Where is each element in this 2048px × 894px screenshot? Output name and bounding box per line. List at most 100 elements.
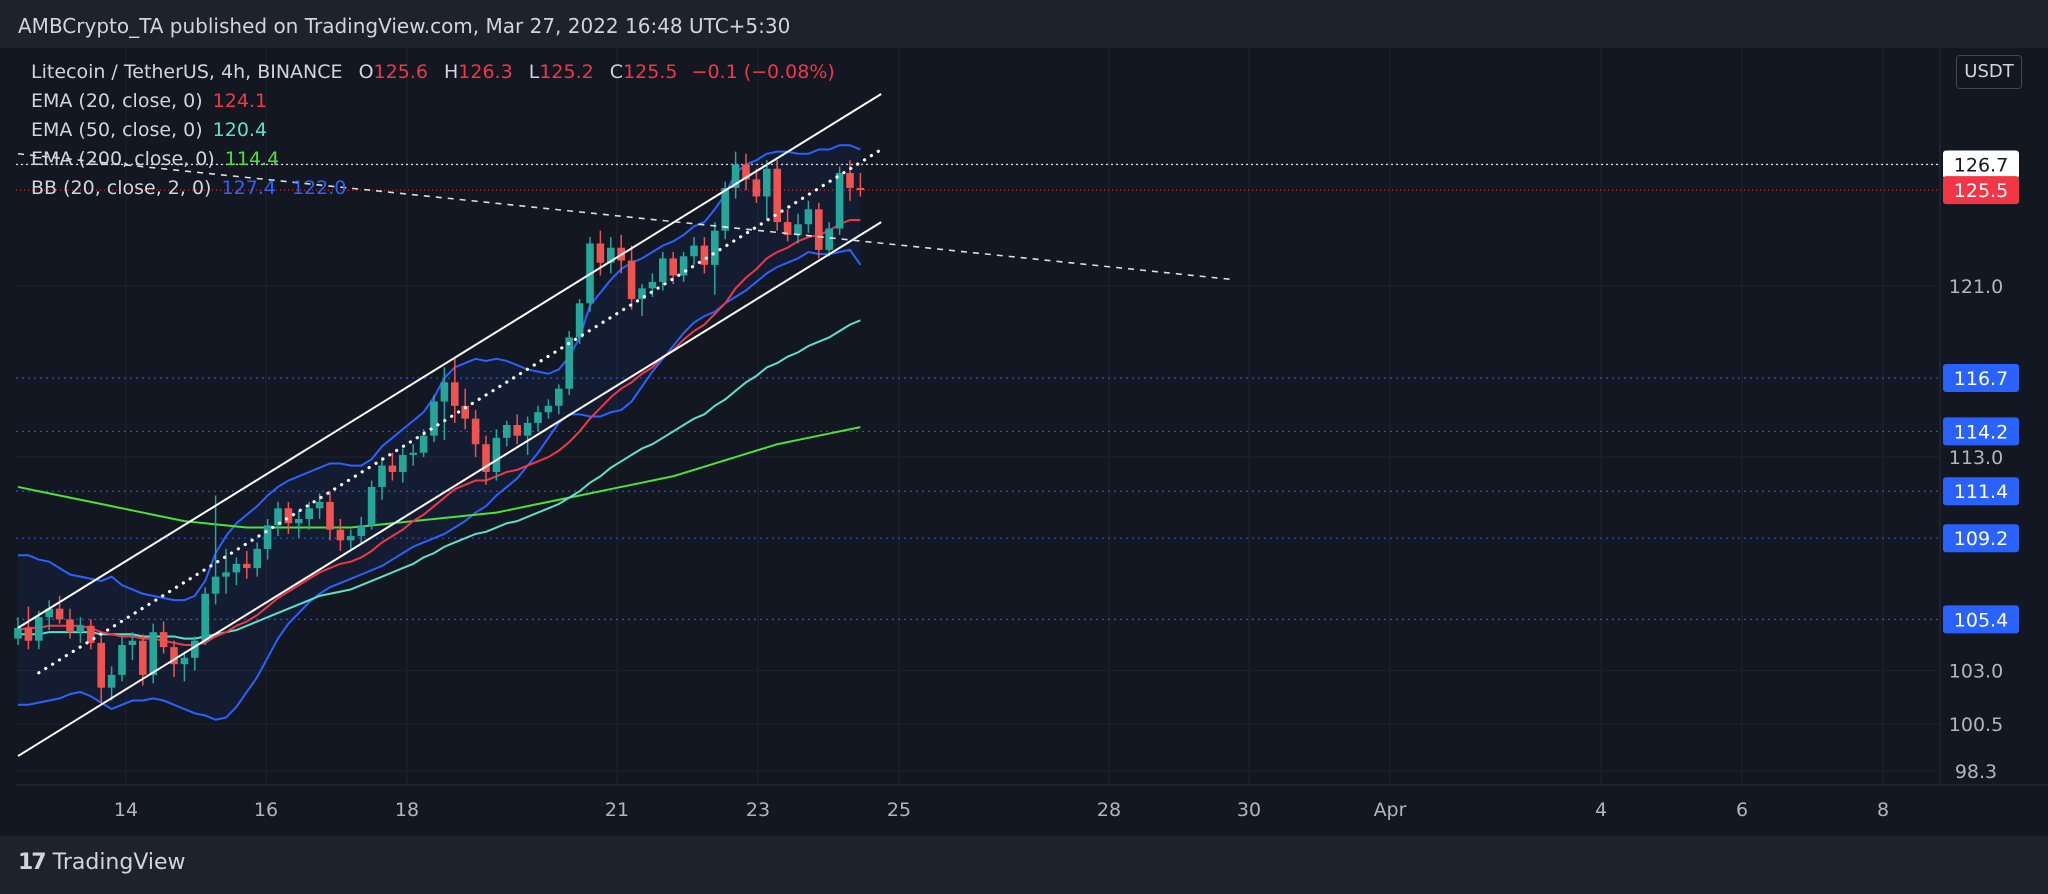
candle-body [544, 405, 553, 413]
ohlc-high: 126.3 [458, 61, 513, 83]
candle-body [139, 640, 147, 675]
bb-upper-value: 127.4 [221, 177, 276, 199]
publisher-bar: AMBCrypto_TA published on TradingView.co… [0, 0, 2048, 48]
ohlc-close: 125.5 [623, 61, 678, 83]
candle-body [222, 572, 230, 577]
price-tick-label: 113.0 [1949, 447, 2003, 469]
time-tick-label: Apr [1374, 799, 1407, 821]
ema50-label: EMA (50, close, 0) [31, 119, 203, 141]
time-tick-label: 25 [887, 799, 911, 821]
candle-body [45, 608, 53, 618]
candle-body [659, 258, 667, 282]
candle-body [35, 617, 43, 641]
publisher-text: AMBCrypto_TA published on TradingView.co… [18, 14, 791, 38]
grid [16, 48, 2048, 786]
level-price-label-bg [1943, 524, 2019, 553]
legend-ema50-row[interactable]: EMA (50, close, 0) 120.4 [31, 116, 835, 145]
candle-body [201, 593, 209, 641]
candle-body [690, 245, 698, 257]
legend-ema20-row[interactable]: EMA (20, close, 0) 124.1 [31, 87, 835, 116]
ema200-line [17, 426, 861, 529]
time-tick-label: 28 [1097, 799, 1121, 821]
candle-body [295, 518, 303, 524]
ema20-label: EMA (20, close, 0) [31, 90, 203, 112]
candle-body [607, 247, 615, 263]
candle-body [700, 245, 709, 265]
candle-body [243, 563, 251, 569]
candle-body [503, 425, 511, 438]
legend-symbol-row: Litecoin / TetherUS, 4h, BINANCE O125.6 … [31, 61, 835, 83]
candle-body [825, 228, 833, 250]
candle-body [752, 179, 761, 197]
candle-body [211, 576, 220, 594]
candle-body [430, 401, 438, 436]
candle-body [451, 382, 459, 406]
candle-body [419, 435, 428, 453]
footer-bar: 17 TradingView [0, 836, 2048, 894]
time-tick-label: 8 [1877, 799, 1889, 821]
price-axis: 98.3 100.5 103.0 113.0 121.0 126.7 116.7 114.2 1… [1943, 150, 2019, 783]
candle-body [763, 168, 771, 197]
candle-body [783, 222, 792, 235]
candle-body [24, 627, 33, 641]
candle-body [76, 625, 85, 633]
candle-body [773, 168, 781, 223]
level-price-label: 116.7 [1954, 368, 2008, 390]
candle-body [440, 382, 449, 402]
candle-body [794, 224, 802, 235]
candle-body [648, 281, 657, 289]
candles [14, 151, 865, 703]
candle-body [107, 674, 116, 688]
indicator-lines [17, 144, 862, 721]
candle-body [66, 619, 74, 633]
candle-body [638, 288, 646, 299]
currency-button[interactable]: USDT [1956, 55, 2022, 89]
candle-body [326, 501, 334, 530]
candle-body [856, 187, 865, 191]
bb-lower-value: 122.0 [291, 177, 347, 199]
high-price-badge-bg [1943, 150, 2019, 179]
candle-body [336, 529, 345, 541]
time-tick-label: 23 [746, 799, 770, 821]
tradingview-logo-icon: 17 [18, 850, 47, 875]
trendlines [17, 93, 1235, 757]
level-price-label-bg [1943, 605, 2019, 634]
bb-upper-line [18, 144, 861, 602]
trendline-channel-lower [17, 221, 882, 757]
candle-body [388, 465, 397, 472]
candle-body [721, 187, 729, 231]
price-tick-label: 103.0 [1949, 661, 2003, 683]
last-price-badge-bg [1943, 176, 2019, 205]
candle-body [170, 647, 178, 665]
ohlc-change: −0.1 (−0.08%) [691, 61, 835, 83]
candle-body [523, 422, 532, 436]
level-price-label-bg [1943, 477, 2019, 506]
time-tick-label: 6 [1736, 799, 1748, 821]
legend-bb-row[interactable]: BB (20, close, 2, 0) 127.4 122.0 [31, 174, 835, 203]
tradingview-logo[interactable]: 17 TradingView [18, 850, 186, 875]
price-tick-label: 98.3 [1955, 761, 1997, 783]
candle-body [409, 452, 417, 455]
candle-body [513, 425, 521, 436]
time-tick-label: 16 [254, 799, 278, 821]
candle-body [846, 172, 854, 188]
symbol-label[interactable]: Litecoin / TetherUS, 4h, BINANCE [31, 61, 343, 83]
bollinger-band-fill [18, 145, 861, 720]
candle-body [180, 657, 189, 665]
chart-pane[interactable] [16, 48, 2032, 833]
level-price-label-bg [1943, 364, 2019, 393]
legend-ema200-row[interactable]: EMA (200, close, 0) 114.4 [31, 145, 835, 174]
candle-body [711, 230, 719, 265]
candle-body [232, 563, 241, 573]
candle-body [128, 640, 137, 645]
level-price-label: 111.4 [1954, 481, 2008, 503]
candle-body [461, 405, 469, 419]
bb-label: BB (20, close, 2, 0) [31, 177, 212, 199]
candle-body [118, 644, 126, 675]
candle-body [97, 642, 105, 688]
candle-body [742, 164, 750, 180]
price-tick-label: 100.5 [1949, 714, 2003, 736]
tradingview-brand: TradingView [52, 850, 186, 875]
trendline-dotted-uptrend [37, 147, 883, 675]
